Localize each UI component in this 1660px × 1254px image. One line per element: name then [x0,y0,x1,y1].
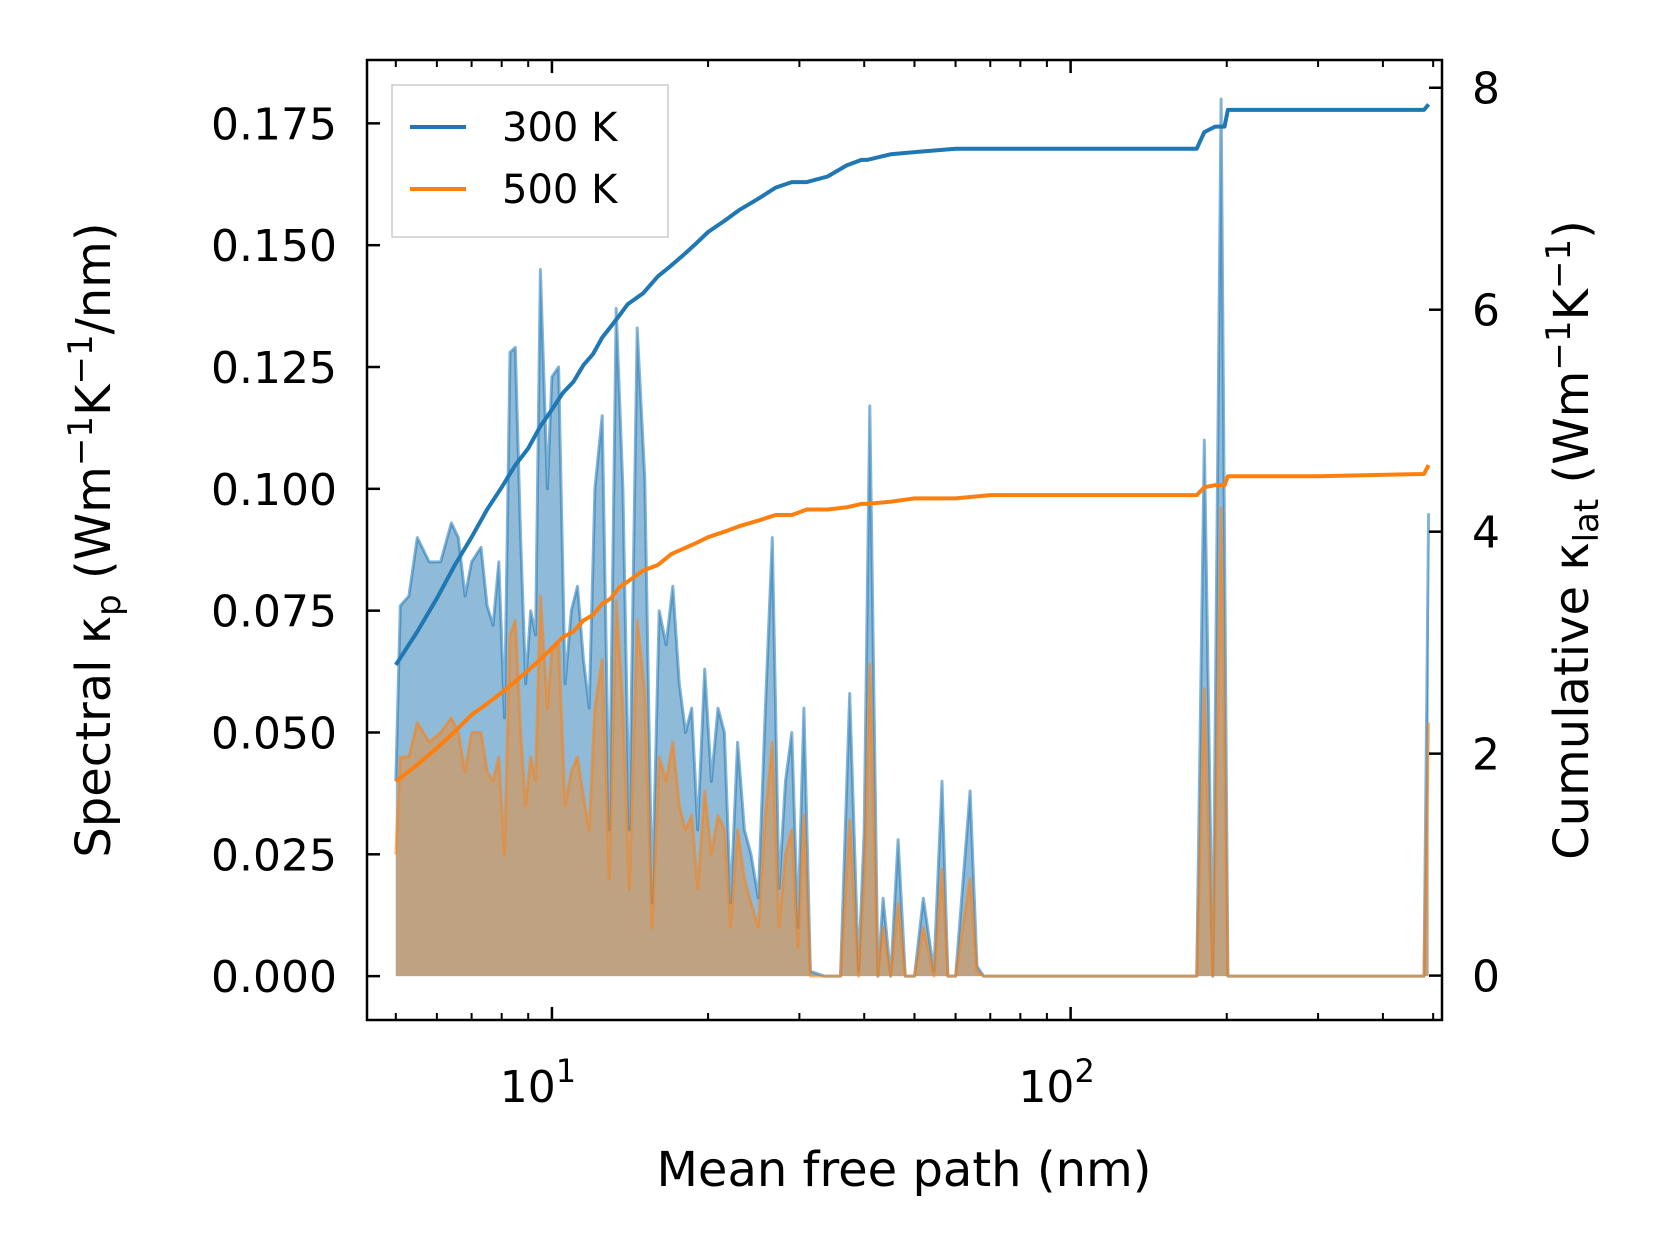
x-tick-label: 101 [500,1052,576,1113]
y-left-tick-label: 0.000 [211,952,337,1003]
y-left-tick-label: 0.150 [211,221,337,272]
y-right-tick-label: 4 [1472,508,1500,559]
y-right-tick-label: 2 [1472,730,1500,781]
cumulative-line-300k [394,103,1431,666]
y-left-tick-label: 0.025 [211,830,337,881]
x-tick-label: 102 [1018,1052,1094,1113]
y-left-axis-title: Spectral κp (Wm−1K−1/nm) [61,222,129,857]
spectral-line-300k [394,97,1431,978]
legend-frame [391,84,669,238]
legend-label-500k: 500 K [502,167,619,213]
y-right-tick-label: 6 [1472,286,1500,337]
spectral-fill-500k [395,508,1429,977]
y-right-axis-title: Cumulative κlat (Wm−1K−1) [1539,220,1607,860]
spectral-line-500k [394,506,1431,978]
y-left-tick-label: 0.050 [211,708,337,759]
y-right-tick-label: 8 [1472,64,1500,115]
legend-label-300k: 300 K [502,105,619,151]
axes-frame [365,58,1444,1022]
ticks: 101 102 0.000 0.025 0.050 0.075 0.100 0.125 0.15… [211,60,1500,1113]
y-left-tick-label: 0.175 [211,99,337,150]
plot-area [394,97,1431,978]
x-axis-title: Mean free path (nm) [657,1142,1152,1198]
cumulative-line-500k [394,464,1431,783]
y-right-tick-label: 0 [1472,952,1500,1003]
y-left-tick-label: 0.100 [211,465,337,516]
y-left-tick-label: 0.075 [211,587,337,638]
legend: 300 K 500 K [391,84,669,238]
y-left-tick-label: 0.125 [211,343,337,394]
